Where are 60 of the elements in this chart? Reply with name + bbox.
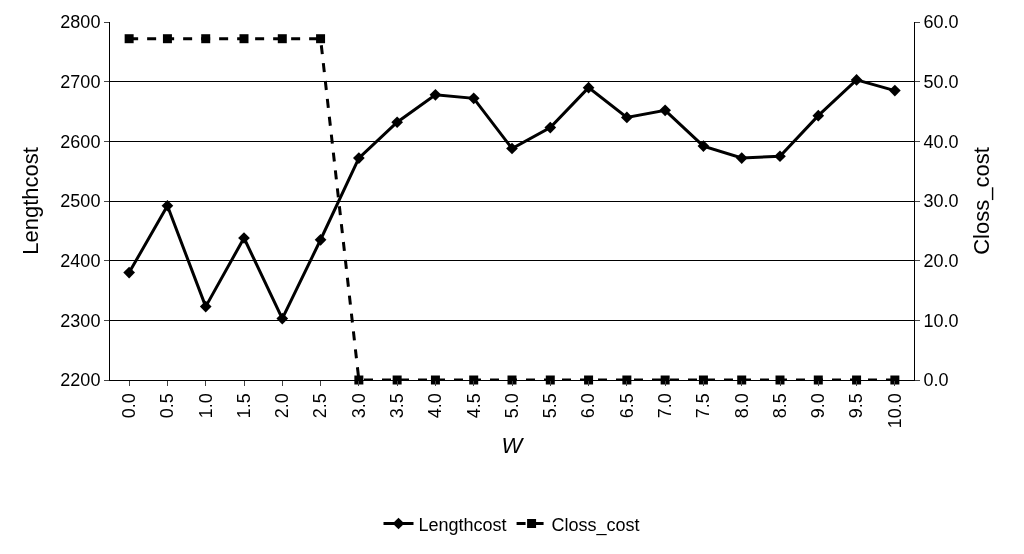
x-tick-label: 9.0 [808, 393, 829, 419]
point [812, 109, 825, 122]
point [850, 74, 863, 86]
point [353, 152, 365, 164]
x-tick-label: 8.0 [731, 393, 752, 419]
y-tick-label: 2800 [60, 12, 101, 33]
y-tick-label: 2300 [60, 310, 101, 331]
y2-axis-title: Closs_cost [968, 147, 994, 255]
point [276, 312, 289, 325]
point [697, 140, 710, 152]
point [467, 92, 480, 105]
x-axis-title: W [501, 433, 525, 459]
legend-label: Closs_cost [551, 514, 640, 536]
point [506, 142, 518, 155]
point [621, 111, 633, 124]
x-tick-label: 6.0 [578, 393, 599, 419]
y-tick-label: 2600 [60, 131, 101, 152]
x-tick-label: 6.5 [616, 393, 637, 419]
point [735, 152, 748, 164]
point [774, 150, 786, 163]
y2-tick-label: 30.0 [923, 191, 959, 212]
x-tick-label: 4.0 [425, 393, 446, 419]
y-tick-label: 2500 [60, 191, 101, 212]
x-tick-label: 0.5 [157, 393, 178, 419]
y-tick-label: 2700 [60, 71, 101, 92]
x-tick-label: 0.0 [118, 393, 139, 419]
x-tick-label: 2.0 [272, 393, 293, 419]
point [429, 88, 442, 101]
x-tick-label: 5.5 [540, 393, 561, 419]
x-tick-label: 9.5 [846, 393, 867, 419]
x-tick-label: 2.5 [310, 393, 331, 419]
y2-tick-label: 20.0 [923, 250, 959, 271]
point [582, 81, 595, 94]
legend-label: Lengthcost [418, 514, 507, 535]
x-tick-label: 5.0 [501, 393, 522, 419]
x-tick-label: 3.5 [386, 393, 407, 419]
point [544, 121, 557, 134]
x-tick-label: 7.0 [654, 393, 675, 419]
point [391, 116, 403, 129]
point [161, 199, 174, 212]
x-tick-label: 7.5 [693, 393, 714, 419]
point [659, 104, 671, 117]
point [889, 84, 901, 97]
point [123, 266, 135, 279]
y2-tick-label: 50.0 [923, 71, 959, 92]
x-tick-label: 8.5 [769, 393, 790, 419]
x-tick-label: 10.0 [884, 393, 905, 429]
y2-tick-label: 10.0 [923, 310, 959, 331]
y-tick-label: 2200 [60, 370, 101, 391]
y-tick-label: 2400 [60, 250, 101, 271]
x-tick-label: 1.5 [233, 393, 254, 419]
y-axis-title: Lengthcost [18, 147, 44, 255]
y2-tick-label: 60.0 [923, 12, 959, 33]
x-tick-label: 4.5 [463, 393, 484, 419]
x-tick-label: 1.0 [195, 393, 216, 419]
y2-tick-label: 40.0 [923, 131, 959, 152]
x-tick-label: 3.0 [348, 393, 369, 419]
point [199, 300, 212, 313]
y2-tick-label: 0.0 [923, 370, 949, 391]
point [314, 233, 327, 246]
